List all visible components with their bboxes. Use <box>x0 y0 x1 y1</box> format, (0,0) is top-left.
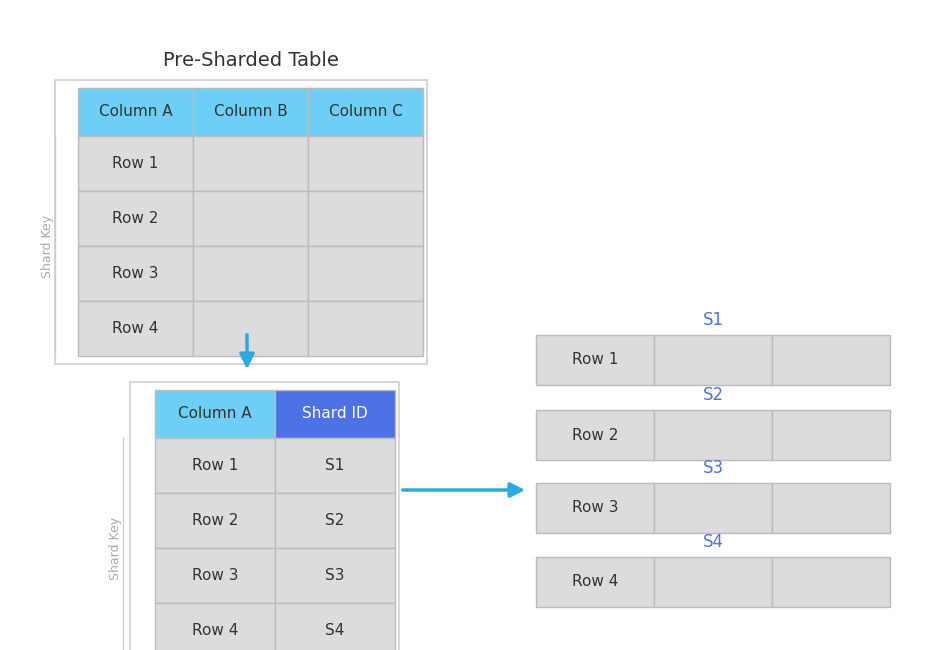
Text: S3: S3 <box>702 459 724 477</box>
Text: Pre-Sharded Table: Pre-Sharded Table <box>162 51 338 70</box>
Bar <box>308 246 423 301</box>
Bar <box>536 335 654 385</box>
Text: S1: S1 <box>702 311 724 329</box>
Text: Shard Key: Shard Key <box>108 517 122 580</box>
Bar <box>155 390 275 438</box>
Text: S4: S4 <box>325 623 345 638</box>
Bar <box>654 410 772 460</box>
Bar <box>155 603 275 650</box>
Bar <box>275 390 395 438</box>
Bar <box>536 483 654 533</box>
Bar <box>155 438 275 493</box>
Text: Row 1: Row 1 <box>572 352 618 367</box>
Bar <box>772 483 890 533</box>
Bar <box>193 301 308 356</box>
Text: S4: S4 <box>702 533 724 551</box>
Bar <box>772 410 890 460</box>
Bar <box>193 246 308 301</box>
Bar <box>275 438 395 493</box>
Bar <box>78 301 193 356</box>
Bar <box>155 548 275 603</box>
Text: Row 4: Row 4 <box>192 623 238 638</box>
Text: Row 3: Row 3 <box>572 500 618 515</box>
Bar <box>78 191 193 246</box>
Bar <box>536 557 654 607</box>
Text: S2: S2 <box>325 513 345 528</box>
Bar <box>275 493 395 548</box>
Text: Row 3: Row 3 <box>112 266 159 281</box>
Bar <box>772 335 890 385</box>
Bar <box>308 88 423 136</box>
Bar <box>654 483 772 533</box>
Text: Row 2: Row 2 <box>112 211 159 226</box>
Bar <box>155 493 275 548</box>
Text: Column A: Column A <box>99 105 172 120</box>
Text: S1: S1 <box>325 458 345 473</box>
Text: Row 2: Row 2 <box>572 428 618 443</box>
Text: Column B: Column B <box>214 105 287 120</box>
Text: S3: S3 <box>325 568 345 583</box>
Bar <box>78 136 193 191</box>
Text: Column A: Column A <box>179 406 252 421</box>
Bar <box>308 136 423 191</box>
Bar <box>130 382 399 650</box>
Bar <box>275 603 395 650</box>
Text: Row 2: Row 2 <box>192 513 238 528</box>
Text: Row 1: Row 1 <box>112 156 159 171</box>
Bar <box>275 548 395 603</box>
Bar <box>193 88 308 136</box>
Text: Row 3: Row 3 <box>192 568 238 583</box>
Bar <box>654 557 772 607</box>
Bar <box>772 557 890 607</box>
Bar <box>654 335 772 385</box>
Bar <box>78 88 193 136</box>
Bar <box>193 136 308 191</box>
Bar <box>308 191 423 246</box>
Text: Column C: Column C <box>329 105 403 120</box>
Bar <box>55 80 427 364</box>
Text: Row 1: Row 1 <box>192 458 238 473</box>
Text: Row 4: Row 4 <box>572 575 618 590</box>
Bar <box>308 301 423 356</box>
Text: Shard Key: Shard Key <box>41 214 53 278</box>
Text: Shard ID: Shard ID <box>302 406 368 421</box>
Text: S2: S2 <box>702 386 724 404</box>
Bar <box>193 191 308 246</box>
Text: Row 4: Row 4 <box>112 321 159 336</box>
Bar <box>536 410 654 460</box>
Bar <box>78 246 193 301</box>
